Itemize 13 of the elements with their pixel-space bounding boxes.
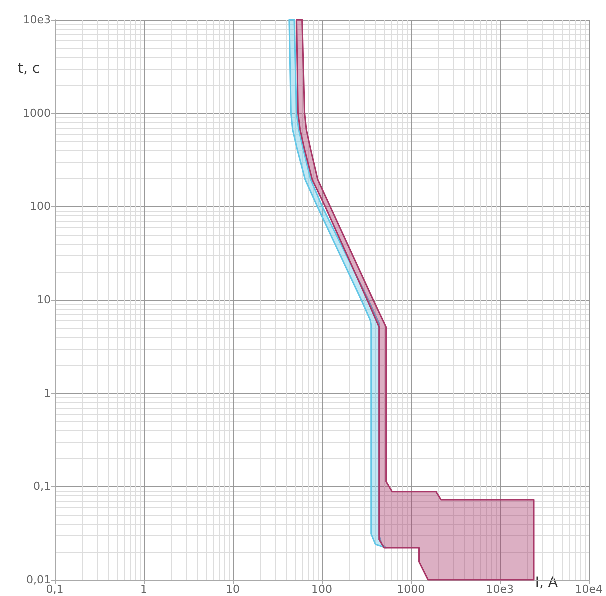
x-tick-label: 10 — [226, 583, 240, 596]
x-tick-label: 1000 — [397, 583, 426, 596]
x-tick-label: 100 — [312, 583, 333, 596]
y-tick-label: 0,1 — [34, 480, 51, 494]
x-tick-label: 1 — [140, 583, 148, 596]
y-tick-label: 100 — [30, 200, 51, 214]
y-tick-label: 1000 — [23, 106, 51, 120]
y-tick-label: 10 — [37, 294, 51, 306]
y-tick-label: 1 — [44, 386, 51, 400]
x-tick-label: 10e3 — [486, 583, 514, 596]
y-axis-title: t, c — [18, 61, 40, 77]
y-tick-label: 10e3 — [23, 14, 51, 26]
x-tick-label: 10e4 — [575, 583, 603, 596]
